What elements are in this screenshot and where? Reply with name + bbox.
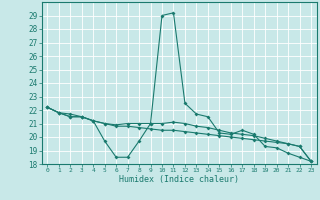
X-axis label: Humidex (Indice chaleur): Humidex (Indice chaleur) <box>119 175 239 184</box>
